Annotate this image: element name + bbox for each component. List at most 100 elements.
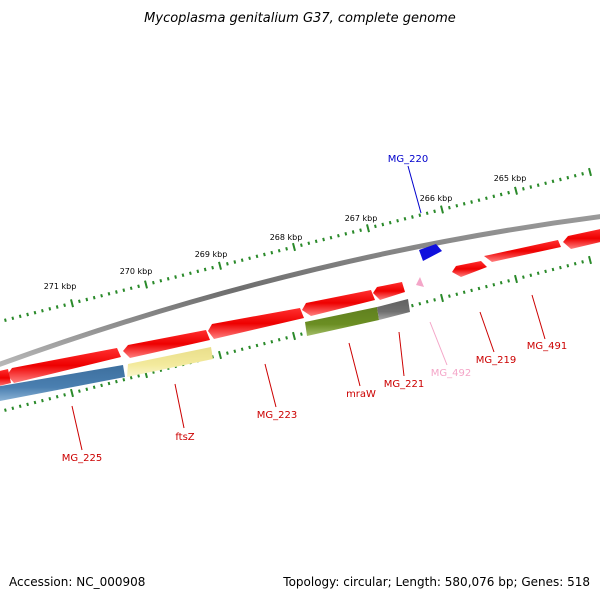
gene-arrow-mg220[interactable] [419, 244, 442, 261]
ruler-major-tick [292, 242, 296, 252]
ruler-minor-tick [351, 230, 355, 234]
feature-block-blue[interactable] [0, 365, 125, 402]
ruler-minor-tick [329, 235, 333, 240]
gene-label-ftsz[interactable]: ftsZ [175, 432, 194, 443]
ruler-minor-tick [26, 402, 29, 407]
gene-marker-mg492[interactable] [416, 277, 424, 287]
ruler-minor-tick [544, 269, 547, 274]
ruler-major-tick [70, 299, 74, 308]
ruler-minor-tick [418, 301, 422, 306]
feature-block-grey[interactable] [377, 299, 410, 320]
gene-label-mg491[interactable]: MG_491 [527, 341, 567, 352]
ruler-minor-tick [115, 379, 118, 384]
ruler-minor-tick [248, 256, 251, 261]
ruler-minor-tick [4, 318, 7, 322]
leader-lines [71, 165, 546, 451]
ruler-minor-tick [78, 299, 81, 304]
ruler-major-tick [588, 255, 592, 265]
gene-label-mraw[interactable]: mraW [346, 389, 376, 400]
ruler-minor-tick [544, 181, 547, 186]
ruler-minor-tick [388, 220, 392, 225]
ruler-minor-tick [573, 173, 577, 178]
gene-arrow[interactable] [484, 240, 561, 262]
ruler-minor-tick [196, 269, 200, 274]
ruler-minor-tick [448, 205, 451, 210]
leader-line [398, 331, 405, 377]
ruler-minor-tick [485, 284, 488, 289]
ruler-minor-tick [337, 233, 340, 238]
kbp-label: 269 kbp [195, 250, 228, 259]
ruler-major-tick [514, 274, 518, 284]
kbp-label: 271 kbp [44, 282, 77, 291]
gene-arrow[interactable] [563, 228, 600, 249]
ruler-minor-tick [344, 232, 348, 236]
ruler-minor-tick [433, 209, 436, 214]
ruler-minor-tick [470, 200, 473, 204]
ruler-minor-tick [129, 286, 133, 291]
ruler-minor-tick [100, 383, 103, 388]
ruler-minor-tick [226, 262, 229, 266]
ruler-minor-tick [573, 262, 577, 266]
ruler-minor-tick [462, 202, 466, 206]
ruler-minor-tick [92, 385, 96, 390]
gene-labels: MG_220 MG_491 MG_219 MG_492 MG_221 mraW … [62, 154, 567, 464]
gene-label-mg223[interactable]: MG_223 [257, 410, 297, 421]
ruler-minor-tick [462, 290, 466, 295]
ruler-major-tick [588, 167, 592, 177]
ruler-minor-tick [107, 381, 111, 386]
ruler-minor-tick [41, 308, 44, 313]
ruler-minor-tick [92, 295, 96, 300]
feature-block-olive[interactable] [305, 307, 379, 336]
ruler-minor-tick [122, 377, 126, 382]
leader-line [348, 342, 361, 387]
ruler-minor-tick [581, 260, 584, 264]
ruler-minor-tick [26, 312, 29, 317]
ruler-minor-tick [18, 404, 22, 409]
ruler-minor-tick [403, 217, 407, 221]
ruler-minor-tick [559, 177, 562, 182]
gene-label-mg225[interactable]: MG_225 [62, 453, 102, 464]
leader-line [174, 383, 185, 429]
feature-block-yellow[interactable] [127, 347, 213, 377]
ruler-minor-tick [115, 290, 118, 294]
forward-genes [452, 228, 600, 277]
ruler-minor-tick [248, 345, 251, 350]
ruler-minor-tick [425, 211, 429, 216]
ruler-minor-tick [63, 393, 66, 397]
ruler-major-tick [366, 224, 370, 233]
gene-label-mg220[interactable]: MG_220 [388, 154, 428, 165]
ruler-minor-tick [122, 288, 126, 292]
ruler-minor-tick [270, 339, 274, 344]
ruler-minor-tick [499, 192, 503, 197]
gene-label-mg492[interactable]: MG_492 [431, 368, 471, 379]
ruler-minor-tick [78, 389, 81, 393]
genome-summary-text: Topology: circular; Length: 580,076 bp; … [282, 575, 590, 589]
ruler-minor-tick [18, 314, 22, 319]
ruler-labels: 265 kbp 266 kbp 267 kbp 268 kbp 269 kbp … [44, 174, 527, 291]
map-title: Mycoplasma genitalium G37, complete geno… [144, 11, 456, 26]
kbp-label: 265 kbp [494, 174, 527, 183]
ruler-minor-tick [529, 273, 533, 277]
ruler-minor-tick [270, 250, 274, 255]
ruler-minor-tick [85, 387, 89, 391]
gene-arrow[interactable] [7, 348, 121, 383]
gene-arrow[interactable] [302, 290, 375, 316]
leader-line [531, 294, 546, 340]
ruler-minor-tick [536, 271, 540, 276]
ruler-minor-tick [314, 239, 318, 244]
ruler-minor-tick [566, 175, 570, 180]
gene-arrow[interactable] [208, 308, 304, 339]
ruler-minor-tick [300, 332, 303, 336]
ruler-minor-tick [485, 196, 488, 201]
ruler-minor-tick [418, 213, 422, 217]
gene-arrow[interactable] [373, 282, 405, 300]
gene-label-mg219[interactable]: MG_219 [476, 355, 516, 366]
gene-arrow[interactable] [123, 330, 210, 358]
gene-arrow[interactable] [0, 369, 11, 387]
gene-arrow[interactable] [452, 261, 487, 277]
ruler-minor-tick [152, 280, 155, 285]
ruler-minor-tick [4, 408, 7, 412]
ruler-minor-tick [522, 275, 525, 279]
gene-label-mg221[interactable]: MG_221 [384, 379, 424, 390]
ruler-minor-tick [374, 224, 377, 229]
